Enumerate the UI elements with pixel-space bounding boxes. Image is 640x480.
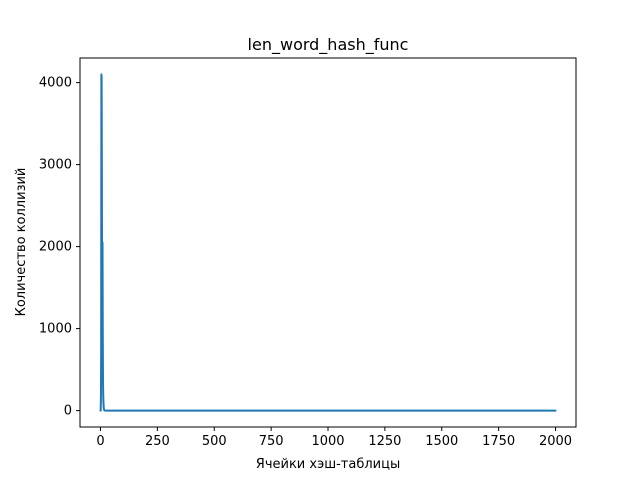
x-tick-label: 2000 bbox=[539, 434, 572, 449]
x-tick-label: 1000 bbox=[311, 434, 344, 449]
x-tick-label: 500 bbox=[202, 434, 227, 449]
x-tick-label: 1250 bbox=[368, 434, 401, 449]
plot-frame bbox=[79, 57, 577, 428]
y-tick-label: 4000 bbox=[39, 76, 72, 91]
series-line-0 bbox=[99, 73, 557, 412]
y-tick-label: 1000 bbox=[39, 322, 72, 337]
y-axis-ticks: 0 1000 2000 3000 4000 bbox=[39, 76, 80, 419]
x-axis-label: Ячейки хэш-таблицы bbox=[256, 457, 400, 472]
plot-area bbox=[79, 57, 577, 428]
x-tick-label: 1750 bbox=[482, 434, 515, 449]
series-layer bbox=[99, 73, 557, 412]
y-tick-label: 2000 bbox=[39, 240, 72, 255]
x-tick-label: 250 bbox=[145, 434, 170, 449]
y-tick-label: 3000 bbox=[39, 158, 72, 173]
y-tick-label: 0 bbox=[64, 404, 72, 419]
x-tick-label: 750 bbox=[259, 434, 284, 449]
x-tick-label: 0 bbox=[96, 434, 104, 449]
x-axis-ticks: 0 250 500 750 1000 1250 1500 1750 2000 bbox=[96, 427, 572, 449]
y-axis-label: Количество коллизий bbox=[14, 168, 29, 317]
chart-title: len_word_hash_func bbox=[248, 35, 409, 55]
x-tick-label: 1500 bbox=[425, 434, 458, 449]
